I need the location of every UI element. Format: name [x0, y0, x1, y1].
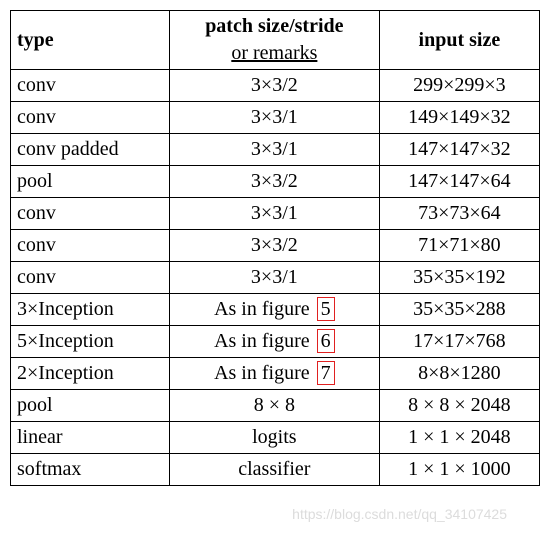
cell-remarks: As in figure 7: [169, 358, 379, 390]
cell-inputsize: 35×35×192: [379, 262, 539, 294]
remarks-text: As in figure: [214, 330, 310, 352]
cell-inputsize: 147×147×64: [379, 166, 539, 198]
cell-remarks: As in figure 6: [169, 326, 379, 358]
figure-reference[interactable]: 5: [317, 297, 335, 321]
header-row: type patch size/stride or remarks input …: [11, 11, 540, 70]
table-body: conv3×3/2299×299×3conv3×3/1149×149×32con…: [11, 70, 540, 486]
cell-inputsize: 8 × 8 × 2048: [379, 390, 539, 422]
table-row: conv3×3/2299×299×3: [11, 70, 540, 102]
figure-reference[interactable]: 7: [317, 361, 335, 385]
cell-inputsize: 149×149×32: [379, 102, 539, 134]
cell-inputsize: 1 × 1 × 1000: [379, 454, 539, 486]
table-row: softmaxclassifier1 × 1 × 1000: [11, 454, 540, 486]
table-row: pool8 × 88 × 8 × 2048: [11, 390, 540, 422]
cell-type: softmax: [11, 454, 170, 486]
cell-inputsize: 35×35×288: [379, 294, 539, 326]
cell-remarks: 3×3/1: [169, 198, 379, 230]
table-row: 3×InceptionAs in figure 535×35×288: [11, 294, 540, 326]
cell-type: 5×Inception: [11, 326, 170, 358]
cell-type: 2×Inception: [11, 358, 170, 390]
table-row: conv3×3/271×71×80: [11, 230, 540, 262]
cell-type: conv: [11, 262, 170, 294]
cell-type: conv: [11, 198, 170, 230]
cell-type: pool: [11, 166, 170, 198]
table-row: pool3×3/2147×147×64: [11, 166, 540, 198]
cell-remarks: As in figure 5: [169, 294, 379, 326]
cell-remarks: 3×3/2: [169, 230, 379, 262]
watermark: https://blog.csdn.net/qq_34107425: [10, 506, 547, 522]
cell-inputsize: 147×147×32: [379, 134, 539, 166]
remarks-text: As in figure: [214, 362, 310, 384]
header-remarks: patch size/stride or remarks: [169, 11, 379, 70]
remarks-text: As in figure: [214, 298, 310, 320]
cell-inputsize: 8×8×1280: [379, 358, 539, 390]
cell-type: conv: [11, 230, 170, 262]
cell-type: 3×Inception: [11, 294, 170, 326]
cell-type: conv: [11, 102, 170, 134]
cell-inputsize: 299×299×3: [379, 70, 539, 102]
cell-remarks: 3×3/1: [169, 134, 379, 166]
cell-inputsize: 73×73×64: [379, 198, 539, 230]
cell-remarks: 3×3/2: [169, 166, 379, 198]
cell-inputsize: 17×17×768: [379, 326, 539, 358]
cell-remarks: 3×3/1: [169, 262, 379, 294]
header-remarks-line1: patch size/stride: [205, 15, 343, 37]
architecture-table: type patch size/stride or remarks input …: [10, 10, 540, 486]
cell-remarks: classifier: [169, 454, 379, 486]
header-inputsize: input size: [379, 11, 539, 70]
cell-type: conv padded: [11, 134, 170, 166]
table-row: conv3×3/1149×149×32: [11, 102, 540, 134]
table-row: conv padded3×3/1147×147×32: [11, 134, 540, 166]
table-row: conv3×3/135×35×192: [11, 262, 540, 294]
cell-remarks: 3×3/2: [169, 70, 379, 102]
header-type: type: [11, 11, 170, 70]
table-row: 5×InceptionAs in figure 617×17×768: [11, 326, 540, 358]
header-remarks-line2: or remarks: [231, 42, 317, 64]
cell-type: conv: [11, 70, 170, 102]
table-row: linearlogits1 × 1 × 2048: [11, 422, 540, 454]
cell-inputsize: 71×71×80: [379, 230, 539, 262]
table-row: 2×InceptionAs in figure 78×8×1280: [11, 358, 540, 390]
cell-remarks: logits: [169, 422, 379, 454]
figure-reference[interactable]: 6: [317, 329, 335, 353]
cell-remarks: 3×3/1: [169, 102, 379, 134]
cell-type: pool: [11, 390, 170, 422]
cell-type: linear: [11, 422, 170, 454]
cell-remarks: 8 × 8: [169, 390, 379, 422]
cell-inputsize: 1 × 1 × 2048: [379, 422, 539, 454]
table-row: conv3×3/173×73×64: [11, 198, 540, 230]
